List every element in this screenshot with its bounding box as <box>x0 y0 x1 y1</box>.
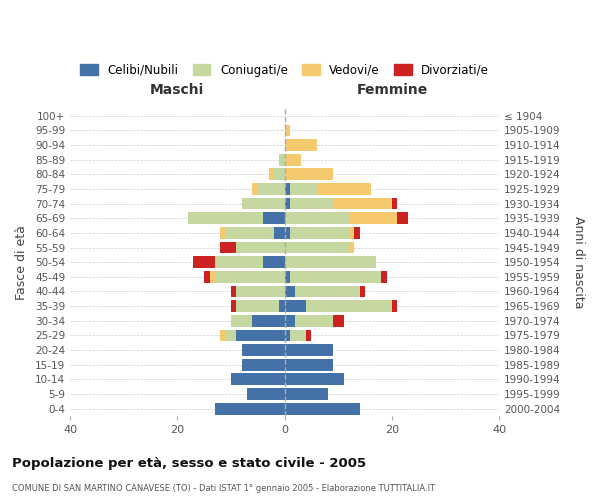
Bar <box>236 242 284 254</box>
Bar <box>284 359 333 370</box>
Bar <box>284 344 333 356</box>
Bar <box>220 242 236 254</box>
Bar <box>226 227 274 239</box>
Bar <box>204 271 209 282</box>
Bar <box>236 300 280 312</box>
Bar <box>242 344 284 356</box>
Bar <box>231 315 253 326</box>
Bar <box>284 242 349 254</box>
Bar <box>284 227 290 239</box>
Bar <box>280 300 284 312</box>
Bar <box>215 403 284 414</box>
Bar <box>253 315 284 326</box>
Bar <box>231 286 236 298</box>
Text: COMUNE DI SAN MARTINO CANAVESE (TO) - Dati ISTAT 1° gennaio 2005 - Elaborazione : COMUNE DI SAN MARTINO CANAVESE (TO) - Da… <box>12 484 435 493</box>
Bar <box>215 256 263 268</box>
Bar <box>226 330 236 342</box>
Bar <box>188 212 263 224</box>
Bar <box>355 227 360 239</box>
Bar <box>284 139 317 151</box>
Bar <box>247 388 284 400</box>
Y-axis label: Anni di nascita: Anni di nascita <box>572 216 585 308</box>
Bar <box>284 330 290 342</box>
Bar <box>284 300 306 312</box>
Bar <box>236 286 284 298</box>
Bar <box>269 168 274 180</box>
Bar <box>263 256 284 268</box>
Bar <box>231 374 284 385</box>
Bar <box>253 183 258 195</box>
Bar <box>290 198 333 209</box>
Bar <box>295 286 360 298</box>
Legend: Celibi/Nubili, Coniugati/e, Vedovi/e, Divorziati/e: Celibi/Nubili, Coniugati/e, Vedovi/e, Di… <box>76 59 494 82</box>
Bar <box>220 227 226 239</box>
Bar <box>392 300 397 312</box>
Bar <box>274 227 284 239</box>
Text: Femmine: Femmine <box>356 82 428 96</box>
Bar <box>242 359 284 370</box>
Bar <box>284 212 349 224</box>
Text: Popolazione per età, sesso e stato civile - 2005: Popolazione per età, sesso e stato civil… <box>12 458 366 470</box>
Bar <box>360 286 365 298</box>
Bar <box>290 183 317 195</box>
Bar <box>215 271 284 282</box>
Bar <box>290 330 306 342</box>
Bar <box>284 256 376 268</box>
Bar <box>349 212 397 224</box>
Y-axis label: Fasce di età: Fasce di età <box>15 224 28 300</box>
Bar <box>280 154 284 166</box>
Bar <box>236 330 284 342</box>
Bar <box>284 124 290 136</box>
Bar <box>220 330 226 342</box>
Bar <box>231 300 236 312</box>
Bar <box>193 256 215 268</box>
Bar <box>397 212 408 224</box>
Bar <box>284 388 328 400</box>
Bar <box>290 227 349 239</box>
Text: Maschi: Maschi <box>150 82 205 96</box>
Bar <box>317 183 371 195</box>
Bar <box>306 300 392 312</box>
Bar <box>381 271 386 282</box>
Bar <box>284 271 290 282</box>
Bar <box>349 227 355 239</box>
Bar <box>209 271 215 282</box>
Bar <box>306 330 311 342</box>
Bar <box>349 242 355 254</box>
Bar <box>258 183 284 195</box>
Bar <box>295 315 333 326</box>
Bar <box>274 168 284 180</box>
Bar <box>333 198 392 209</box>
Bar <box>284 198 290 209</box>
Bar <box>242 198 284 209</box>
Bar <box>333 315 344 326</box>
Bar <box>263 212 284 224</box>
Bar <box>284 374 344 385</box>
Bar <box>284 286 295 298</box>
Bar <box>284 154 301 166</box>
Bar <box>284 403 360 414</box>
Bar <box>284 168 333 180</box>
Bar <box>290 271 381 282</box>
Bar <box>392 198 397 209</box>
Bar <box>284 315 295 326</box>
Bar <box>284 183 290 195</box>
